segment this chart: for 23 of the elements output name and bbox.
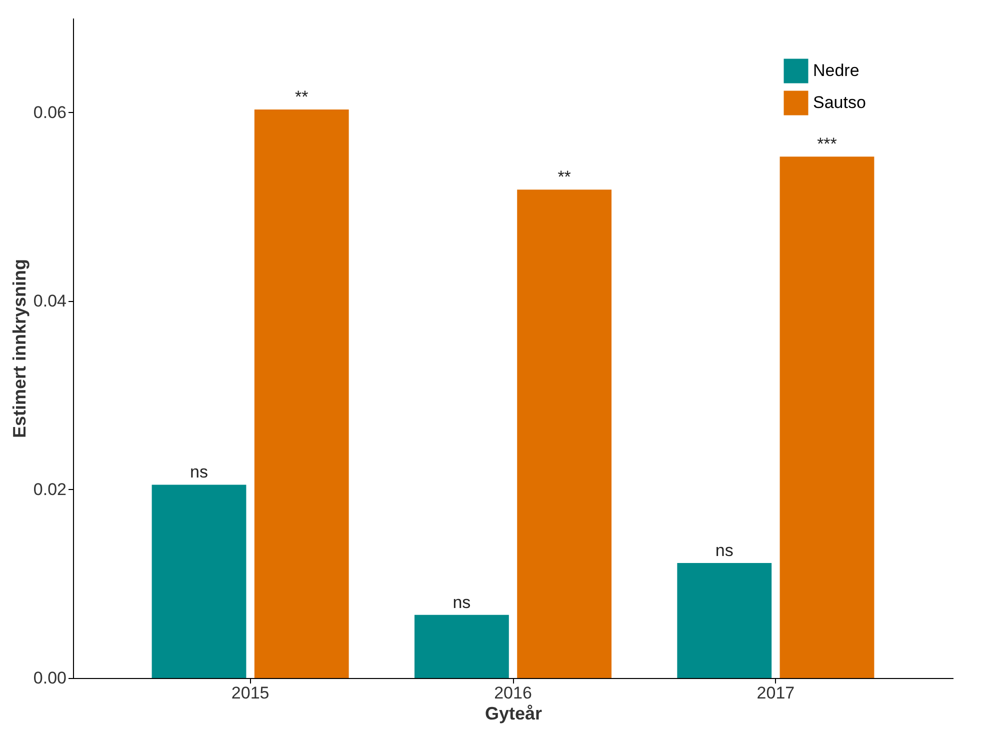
x-tick-label: 2016: [494, 684, 532, 702]
y-tick-label: 0.00: [33, 668, 66, 688]
data-label: **: [295, 87, 309, 106]
bar: [780, 156, 874, 678]
data-label: ns: [190, 462, 208, 482]
bar: [677, 562, 772, 678]
bar: [414, 614, 509, 678]
y-tick-label: 0.06: [33, 102, 66, 122]
legend-label: Sautso: [813, 93, 866, 112]
y-axis-title: Estimert innkrysning: [9, 258, 30, 438]
y-tick-label: 0.04: [33, 291, 66, 310]
y-tick-label: 0.02: [33, 480, 66, 499]
data-label: ns: [452, 592, 471, 612]
x-tick-label: 2017: [756, 684, 795, 702]
legend-label: Nedre: [813, 61, 860, 80]
data-label: ***: [817, 134, 838, 154]
data-label: ns: [715, 540, 734, 560]
data-label: **: [558, 168, 572, 187]
bar: [254, 109, 349, 678]
bar: [517, 190, 612, 678]
x-tick-label: 2015: [231, 684, 270, 702]
bar: [152, 484, 246, 678]
x-axis-title: Gyteår: [484, 704, 542, 724]
